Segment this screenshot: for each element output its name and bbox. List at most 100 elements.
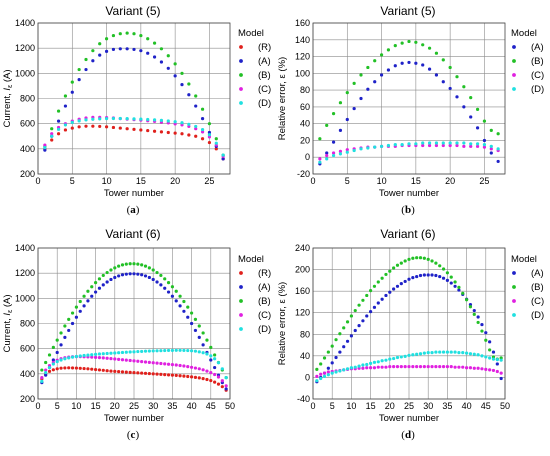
x-tick-label: 20: [110, 401, 120, 411]
data-point: [495, 369, 499, 374]
data-point: [50, 134, 54, 138]
data-point: [128, 370, 132, 374]
data-point: [357, 364, 361, 368]
data-point: [166, 281, 171, 285]
y-tick-label: 100: [295, 68, 310, 78]
data-point: [414, 40, 418, 44]
x-tick-label: 0: [35, 176, 40, 186]
data-point: [200, 117, 205, 121]
x-tick-label: 15: [411, 176, 421, 186]
data-point: [330, 361, 334, 365]
data-point: [216, 361, 221, 365]
data-point: [178, 294, 182, 298]
x-tick-label: 5: [345, 176, 350, 186]
data-point: [376, 365, 380, 369]
x-tick-label: 25: [204, 176, 214, 186]
data-point: [357, 303, 361, 307]
data-point: [465, 298, 469, 302]
data-point: [469, 96, 473, 100]
data-point: [190, 375, 194, 379]
legend-entry: (B): [531, 282, 544, 293]
legend: Model (A) (B) (C) (D): [511, 254, 544, 321]
data-point: [441, 365, 446, 369]
data-point: [84, 57, 88, 62]
data-point: [84, 67, 88, 72]
data-point: [455, 75, 459, 79]
data-point: [55, 367, 59, 371]
data-point: [365, 314, 369, 318]
data-point: [453, 365, 457, 369]
y-tick-label: 160: [295, 286, 310, 296]
data-point: [384, 272, 388, 277]
data-point: [67, 356, 71, 360]
panel-title: Variant (5): [105, 4, 160, 18]
data-point: [174, 373, 178, 377]
data-point: [399, 261, 403, 265]
data-point: [376, 301, 380, 305]
series-C: [318, 143, 500, 161]
data-point: [400, 61, 404, 65]
data-point: [84, 118, 88, 122]
data-point: [461, 351, 465, 355]
data-point: [445, 365, 449, 369]
data-point: [56, 132, 61, 136]
data-point: [200, 107, 205, 111]
data-point: [180, 132, 184, 136]
data-point: [407, 365, 411, 369]
data-point: [407, 353, 411, 357]
data-point: [182, 374, 186, 378]
data-point: [43, 148, 47, 152]
data-point: [369, 366, 373, 370]
data-point: [462, 105, 466, 109]
data-point: [70, 80, 74, 84]
data-point: [170, 285, 174, 289]
y-axis-label-main: Relative error, ε (%): [277, 282, 288, 365]
y-tick-label: 400: [20, 369, 35, 379]
panel-label-close: ): [411, 429, 415, 441]
legend-entry: (R): [258, 42, 271, 53]
data-point: [136, 262, 140, 266]
data-point: [445, 271, 449, 275]
legend-marker: [239, 285, 243, 289]
data-point: [74, 366, 78, 370]
data-point: [113, 351, 117, 355]
data-point: [441, 80, 445, 84]
data-point: [214, 141, 218, 145]
data-point: [441, 58, 445, 62]
data-point: [77, 119, 81, 123]
data-point: [111, 125, 116, 130]
plot-frame: [312, 22, 506, 175]
data-point: [480, 354, 484, 358]
series-B: [315, 256, 503, 371]
x-tick-label: 10: [102, 176, 112, 186]
data-point: [101, 356, 105, 360]
legend-title: Model: [511, 254, 537, 265]
data-point: [427, 143, 432, 148]
data-point: [186, 305, 190, 309]
data-point: [426, 351, 430, 355]
data-point: [472, 366, 476, 370]
x-tick-label: 35: [167, 401, 177, 411]
data-point: [201, 351, 205, 355]
data-point: [98, 124, 102, 129]
data-point: [221, 157, 225, 161]
data-point: [421, 43, 425, 47]
data-point: [421, 143, 425, 148]
data-point: [372, 305, 377, 309]
data-point: [132, 350, 136, 354]
data-point: [113, 369, 117, 373]
data-point: [159, 60, 164, 64]
y-axis-label-symbol: I: [2, 88, 13, 91]
data-point: [125, 117, 129, 121]
data-point: [151, 277, 155, 282]
data-point: [140, 273, 144, 277]
data-point: [63, 335, 67, 339]
data-point: [369, 361, 373, 366]
y-tick-label: 1200: [15, 43, 35, 53]
data-point: [146, 128, 150, 133]
y-axis-label-main: Current,: [2, 316, 13, 353]
data-point: [186, 374, 190, 379]
data-point: [488, 348, 492, 352]
data-point: [97, 356, 102, 360]
data-point: [476, 366, 480, 370]
